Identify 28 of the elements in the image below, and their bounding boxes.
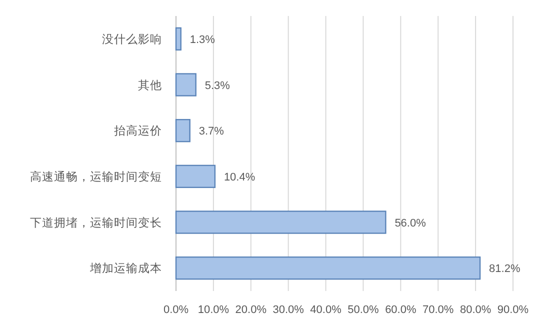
y-tick-label: 增加运输成本 xyxy=(89,262,162,276)
y-tick-label: 下道拥堵，运输时间变长 xyxy=(30,215,162,230)
x-tick-label: 50.0% xyxy=(348,304,380,316)
data-label: 56.0% xyxy=(394,217,426,230)
data-label: 1.3% xyxy=(190,34,216,46)
data-label: 10.4% xyxy=(224,171,256,184)
x-tick-label: 10.0% xyxy=(198,304,230,316)
x-tick-label: 70.0% xyxy=(422,304,454,316)
y-tick-label: 没什么影响 xyxy=(102,32,162,46)
bar xyxy=(175,210,386,234)
y-tick-label: 抬高运价 xyxy=(114,124,162,138)
x-tick-label: 0.0% xyxy=(163,304,189,316)
bar xyxy=(175,118,190,142)
data-label: 5.3% xyxy=(204,80,230,92)
x-tick-label: 30.0% xyxy=(272,304,304,316)
x-tick-label: 20.0% xyxy=(235,304,267,316)
y-tick-label: 高速通畅，运输时间变短 xyxy=(30,169,162,184)
bar xyxy=(175,164,216,188)
bar xyxy=(175,73,196,96)
bar xyxy=(175,27,182,51)
data-label: 3.7% xyxy=(198,126,224,138)
x-tick-label: 40.0% xyxy=(310,304,342,316)
bar xyxy=(175,256,481,280)
x-tick-label: 90.0% xyxy=(497,304,529,316)
x-tick-label: 80.0% xyxy=(460,304,492,316)
data-label: 81.2% xyxy=(489,263,520,276)
y-tick-label: 其他 xyxy=(138,78,162,92)
x-tick-label: 60.0% xyxy=(385,304,416,316)
